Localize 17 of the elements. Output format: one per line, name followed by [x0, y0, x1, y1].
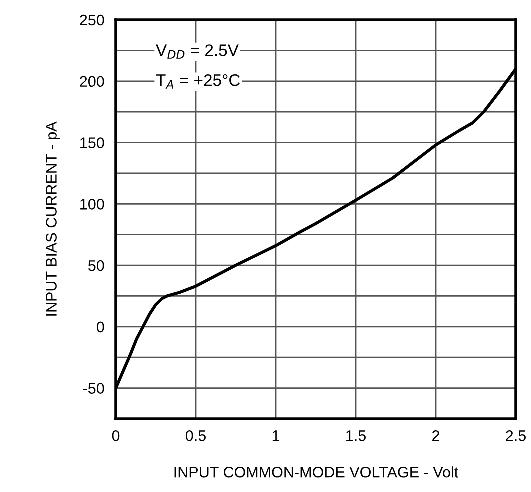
x-tick-label: 1 — [272, 430, 280, 442]
y-tick-label: 250 — [80, 14, 104, 26]
x-tick-label: 0.5 — [186, 430, 206, 442]
y-tick-label: 50 — [88, 260, 104, 272]
x-tick-label: 2.5 — [506, 430, 526, 442]
y-tick-label: -50 — [83, 383, 104, 394]
y-tick-label: 150 — [80, 138, 104, 148]
x-tick-label: 0 — [112, 430, 120, 442]
x-tick-label: 2 — [432, 430, 440, 442]
annotation: V$_{DD}$ = 2.5V — [156, 44, 239, 59]
y-tick-label: 200 — [80, 76, 104, 88]
x-axis-title: INPUT COMMON-MODE VOLTAGE - Volt — [174, 466, 459, 478]
y-axis-title: INPUT BIAS CURRENT - pA — [46, 122, 60, 316]
x-tick-label: 1.5 — [346, 430, 366, 442]
y-tick-label: 0 — [96, 322, 104, 333]
annotation: T$_{A}$ = +25°C — [156, 74, 240, 89]
y-tick-label: 100 — [80, 199, 104, 210]
